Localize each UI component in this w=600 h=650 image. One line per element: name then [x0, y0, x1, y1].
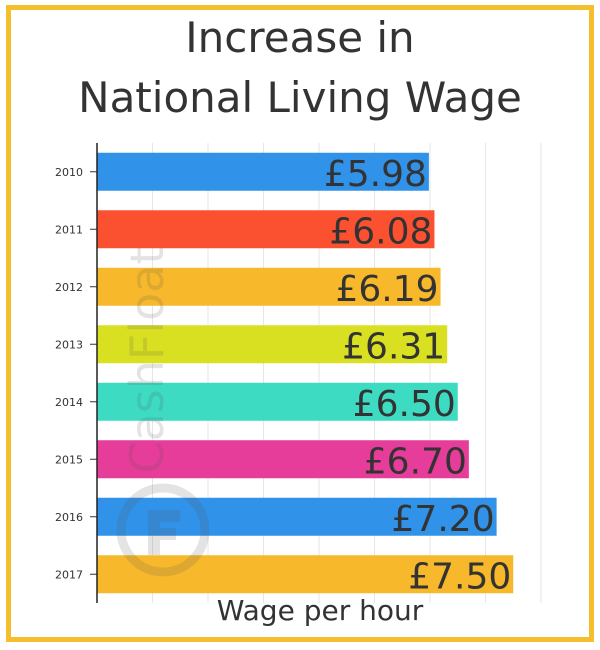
y-tick-label-2012: 2012 [55, 281, 83, 294]
y-axis-tick-labels: 2010 2011 2012 2013 2014 2015 2016 2017 [55, 166, 97, 581]
x-axis-label: Wage per hour [216, 594, 424, 627]
chart-title: Increase in National Living Wage [0, 8, 600, 128]
y-tick-label-2010: 2010 [55, 166, 83, 179]
data-label-2011: £6.08 [329, 211, 432, 252]
bar-2017 [97, 555, 514, 594]
chart-title-line-1: Increase in [185, 13, 415, 62]
bar-2015 [97, 440, 469, 479]
bar-2011 [97, 210, 435, 249]
data-label-2013: £6.31 [342, 326, 445, 367]
y-tick-label-2016: 2016 [55, 511, 83, 524]
data-label-2015: £6.70 [364, 441, 467, 482]
bar-2013 [97, 325, 448, 364]
bars [97, 152, 514, 594]
data-label-2010: £5.98 [324, 154, 427, 195]
y-tick-label-2014: 2014 [55, 396, 83, 409]
data-label-2016: £7.20 [392, 499, 495, 540]
chart-frame [6, 5, 594, 642]
y-tick-label-2017: 2017 [55, 568, 83, 581]
chart-title-line-2: National Living Wage [78, 73, 522, 122]
data-label-2017: £7.50 [408, 556, 511, 597]
bar-2012 [97, 267, 441, 306]
y-tick-label-2011: 2011 [55, 223, 83, 236]
y-tick-label-2015: 2015 [55, 453, 83, 466]
data-label-2012: £6.19 [335, 269, 438, 310]
y-tick-label-2013: 2013 [55, 338, 83, 351]
bar-2016 [97, 497, 497, 536]
data-label-2014: £6.50 [353, 384, 456, 425]
data-labels: £5.98 £6.08 £6.19 £6.31 £6.50 £6.70 £7.20 £7.50 [324, 154, 511, 598]
bar-2010 [97, 152, 429, 191]
bar-2014 [97, 382, 458, 421]
